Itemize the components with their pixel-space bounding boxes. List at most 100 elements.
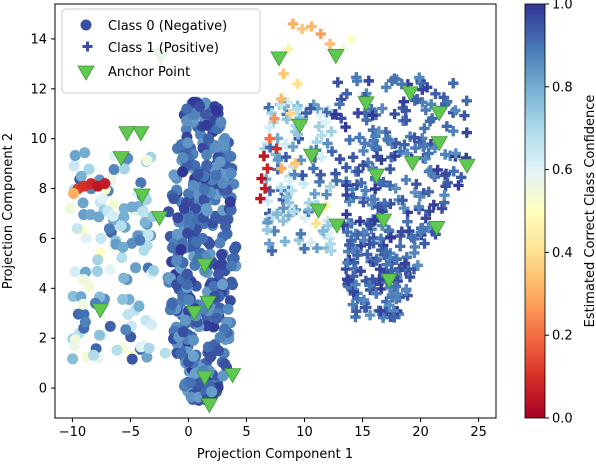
legend-anchor-label: Anchor Point <box>108 65 190 80</box>
class1-point <box>411 178 422 190</box>
class1-point <box>287 18 299 30</box>
class1-point <box>293 234 305 246</box>
class1-point <box>436 203 448 214</box>
class1-point <box>289 126 301 137</box>
class0-point <box>141 155 153 166</box>
class0-point <box>214 331 226 343</box>
anchor-point <box>309 203 328 219</box>
class1-point <box>461 95 472 106</box>
class1-point <box>322 138 333 149</box>
class1-point <box>398 96 409 107</box>
class1-point <box>379 198 390 209</box>
class1-point <box>256 173 267 184</box>
class0-point <box>91 265 103 277</box>
class1-point <box>278 68 289 80</box>
class0-point <box>224 295 236 307</box>
class1-point <box>259 183 271 194</box>
class0-point <box>189 203 201 215</box>
class1-point <box>367 274 378 285</box>
y-tick-label: 4 <box>39 282 47 297</box>
class0-point <box>178 203 190 214</box>
class0-point <box>211 313 223 324</box>
class1-point <box>320 116 331 128</box>
class1-point <box>264 122 275 133</box>
class1-point <box>352 229 363 241</box>
class1-point <box>413 201 425 213</box>
class1-point <box>386 289 398 301</box>
legend: Class 0 (Negative) Class 1 (Positive) An… <box>61 8 261 94</box>
class1-point <box>280 151 292 163</box>
y-tick-label: 6 <box>39 232 47 247</box>
class1-point <box>351 72 362 83</box>
class1-point <box>423 166 435 177</box>
class1-point <box>355 240 367 251</box>
class1-point <box>377 206 388 217</box>
class1-point <box>353 166 364 177</box>
class1-point <box>262 195 273 207</box>
class1-point <box>381 259 392 270</box>
class0-point <box>183 188 195 200</box>
class1-point <box>341 189 352 201</box>
class1-point <box>369 215 381 226</box>
class1-point <box>345 235 357 246</box>
class0-point <box>201 159 213 171</box>
class0-point <box>213 268 225 280</box>
class1-point <box>374 274 385 285</box>
class1-point <box>377 103 388 114</box>
class1-point <box>352 107 364 119</box>
anchor-point <box>118 126 136 142</box>
class0-point <box>187 180 199 192</box>
class1-point <box>340 121 351 133</box>
class0-point <box>181 268 193 280</box>
anchor-point <box>200 398 219 414</box>
class1-point <box>344 239 355 251</box>
legend-box <box>61 8 261 94</box>
class0-point <box>197 232 209 244</box>
class1-point <box>338 43 350 55</box>
class1-point <box>285 108 296 119</box>
class1-point <box>390 281 402 292</box>
class1-point <box>298 178 309 190</box>
anchor-point <box>112 151 130 167</box>
class1-point <box>406 232 417 243</box>
class1-point <box>455 172 467 183</box>
class1-point <box>382 133 393 145</box>
class1-point <box>276 93 287 104</box>
class1-point <box>427 226 438 237</box>
class1-point <box>380 126 392 138</box>
class1-point <box>264 185 276 197</box>
colorbar-tick-label: 0.4 <box>552 246 573 261</box>
x-tick-label: 10 <box>296 425 313 440</box>
class1-point <box>423 186 434 197</box>
class0-point <box>210 210 222 222</box>
class1-point <box>418 139 430 151</box>
class0-point <box>192 168 204 180</box>
class1-point <box>430 88 441 100</box>
class1-point <box>341 274 353 285</box>
class1-point <box>358 294 370 306</box>
colorbar-tick-label: 0.8 <box>552 80 573 95</box>
class1-point <box>348 192 359 203</box>
class0-point <box>171 255 183 267</box>
class0-point <box>67 353 79 365</box>
class0-point <box>141 351 153 363</box>
anchor-point <box>458 158 476 174</box>
class1-point <box>343 281 354 292</box>
class1-point <box>394 146 406 157</box>
colorbar-tick-label: 0.6 <box>552 163 573 178</box>
class1-point <box>283 176 295 187</box>
class1-point <box>278 215 289 227</box>
class1-point <box>371 151 383 162</box>
class1-point <box>331 175 342 187</box>
class1-point <box>448 78 459 89</box>
class1-point <box>324 233 335 244</box>
class0-point <box>177 166 189 178</box>
class0-point <box>118 211 130 223</box>
class1-point <box>291 104 303 115</box>
class1-point <box>409 241 420 253</box>
class1-point <box>364 309 376 321</box>
class1-point <box>384 300 395 311</box>
class1-point <box>390 137 402 149</box>
class1-point <box>343 217 355 229</box>
colorbar <box>524 3 546 419</box>
